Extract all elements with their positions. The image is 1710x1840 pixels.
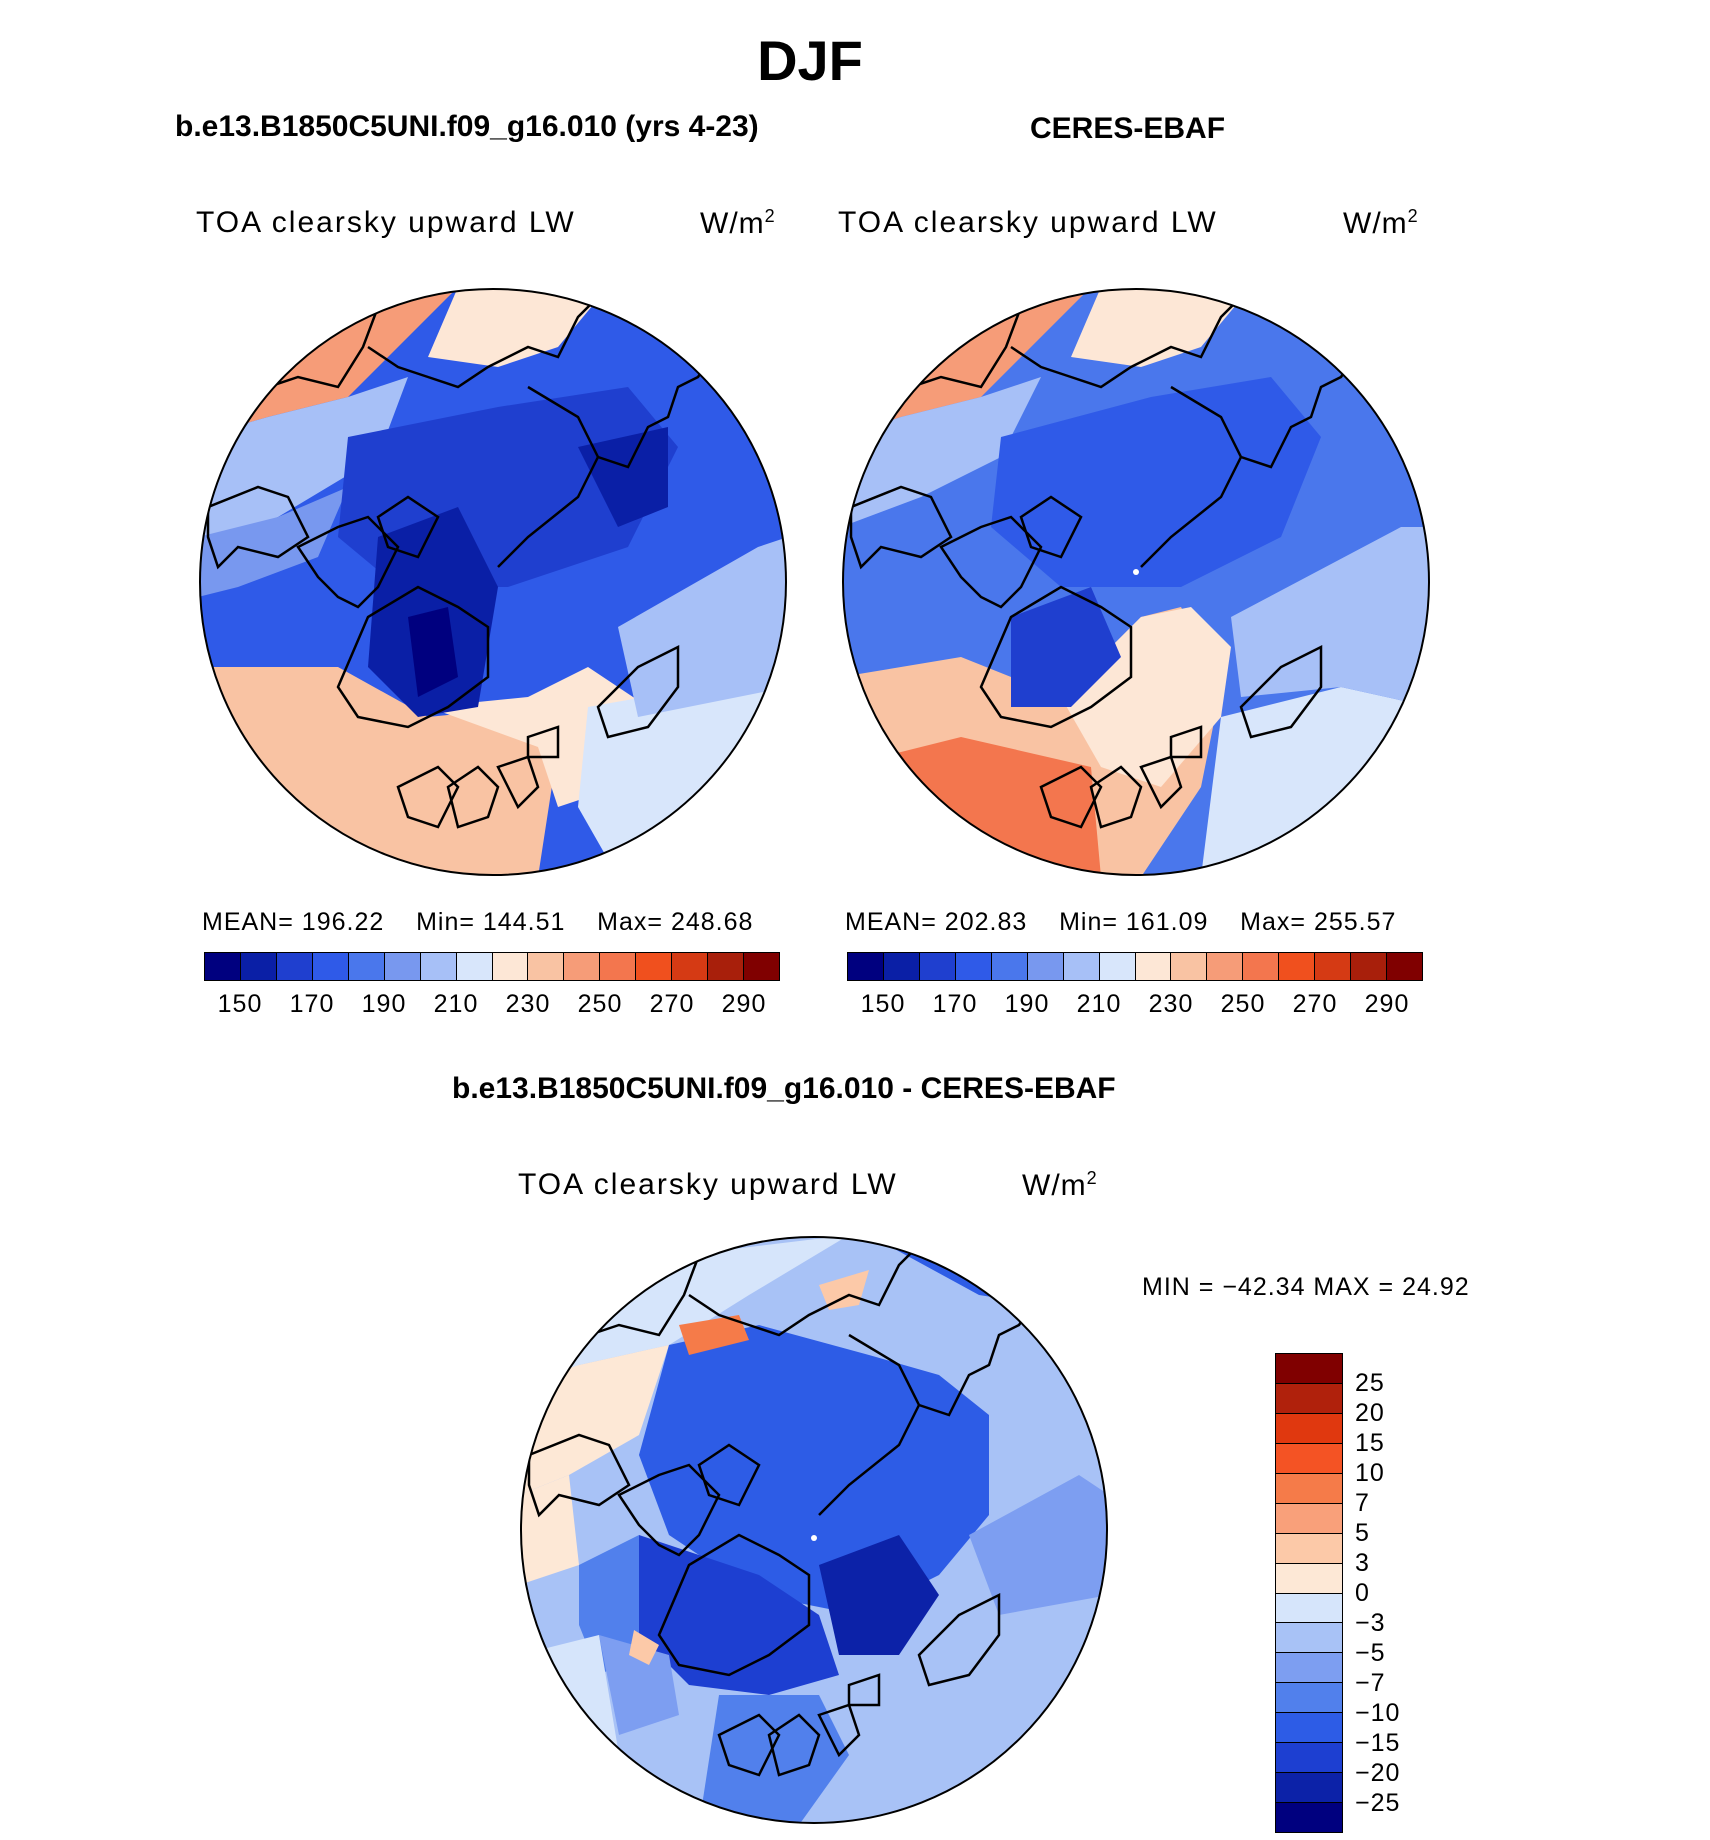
colorbar-swatch (1276, 1802, 1342, 1832)
colorbar-swatch (383, 953, 420, 980)
colorbar-tick-label: 25 (1355, 1369, 1385, 1397)
colorbar-swatch (743, 953, 779, 980)
colorbar-swatch (918, 953, 955, 980)
map-panel-2 (842, 288, 1430, 876)
colorbar-difference (1275, 1353, 1343, 1833)
colorbar-swatch (1276, 1742, 1342, 1773)
colorbar-tick-label: 210 (433, 990, 479, 1018)
colorbar-swatch (239, 953, 276, 980)
colorbar-swatch (1276, 1412, 1342, 1443)
colorbar-swatch (1134, 953, 1171, 980)
map-difference (520, 1236, 1108, 1824)
colorbar-tick-label: 15 (1355, 1429, 1385, 1457)
colorbar-swatch (1276, 1502, 1342, 1533)
colorbar-tick-label: −25 (1355, 1789, 1401, 1817)
colorbar-swatch (1170, 953, 1207, 980)
colorbar-swatch (707, 953, 744, 980)
panel-1-header: b.e13.B1850C5UNI.f09_g16.010 (yrs 4-23) (175, 110, 759, 143)
panel-1-stats: MEAN= 196.22 Min= 144.51 Max= 248.68 (202, 908, 754, 936)
colorbar-tick-label: −7 (1355, 1669, 1386, 1697)
colorbar-swatch (1206, 953, 1243, 980)
colorbar-swatch (275, 953, 312, 980)
colorbar-tick-label: 7 (1355, 1489, 1370, 1517)
colorbar-swatch (1278, 953, 1315, 980)
difference-minmax: MIN = −42.34 MAX = 24.92 (1142, 1273, 1470, 1301)
colorbar-swatch (1276, 1592, 1342, 1623)
colorbar-swatch (954, 953, 991, 980)
colorbar-tick-label: 250 (1220, 990, 1266, 1018)
colorbar-tick-label: 0 (1355, 1579, 1370, 1607)
colorbar-tick-label: 3 (1355, 1549, 1370, 1577)
colorbar-tick-label: −20 (1355, 1759, 1401, 1787)
difference-variable-label: TOA clearsky upward LW (518, 1168, 898, 1201)
colorbar-tick-label: 290 (1364, 990, 1410, 1018)
colorbar-swatch (599, 953, 636, 980)
panel-2-header: CERES-EBAF (1030, 112, 1226, 145)
colorbar-swatch (563, 953, 600, 980)
panel-2-variable-label: TOA clearsky upward LW (838, 206, 1218, 239)
colorbar-tick-label: 230 (1148, 990, 1194, 1018)
colorbar-tick-label: 170 (289, 990, 335, 1018)
colorbar-swatch (1276, 1532, 1342, 1563)
colorbar-swatch (1276, 1772, 1342, 1803)
colorbar-tick-label: 150 (217, 990, 263, 1018)
colorbar-swatch (205, 953, 240, 980)
colorbar-swatch (671, 953, 708, 980)
colorbar-tick-label: −15 (1355, 1729, 1401, 1757)
panel-2-stats: MEAN= 202.83 Min= 161.09 Max= 255.57 (845, 908, 1397, 936)
colorbar-swatch (1386, 953, 1422, 980)
colorbar-swatch (1062, 953, 1099, 980)
colorbar-swatch (419, 953, 456, 980)
colorbar-swatch (635, 953, 672, 980)
colorbar-tick-label: 5 (1355, 1519, 1370, 1547)
colorbar-swatch (491, 953, 528, 980)
colorbar-swatch (1276, 1682, 1342, 1713)
panel-1-variable-label: TOA clearsky upward LW (196, 206, 576, 239)
colorbar-swatch (1276, 1562, 1342, 1593)
colorbar-panel-2 (847, 952, 1423, 981)
colorbar-swatch (1276, 1622, 1342, 1653)
colorbar-tick-label: 190 (361, 990, 407, 1018)
colorbar-tick-label: −3 (1355, 1609, 1386, 1637)
colorbar-tick-label: 230 (505, 990, 551, 1018)
colorbar-tick-label: 290 (721, 990, 767, 1018)
colorbar-tick-label: −5 (1355, 1639, 1386, 1667)
colorbar-swatch (1276, 1652, 1342, 1683)
colorbar-swatch (311, 953, 348, 980)
colorbar-swatch (1098, 953, 1135, 980)
colorbar-swatch (990, 953, 1027, 980)
colorbar-swatch (1314, 953, 1351, 980)
colorbar-swatch (1026, 953, 1063, 980)
colorbar-panel-1 (204, 952, 780, 981)
difference-header: b.e13.B1850C5UNI.f09_g16.010 - CERES-EBA… (452, 1072, 1116, 1105)
map-panel-1 (199, 288, 787, 876)
colorbar-swatch (1276, 1472, 1342, 1503)
colorbar-swatch (1276, 1382, 1342, 1413)
colorbar-tick-label: 250 (577, 990, 623, 1018)
colorbar-swatch (1242, 953, 1279, 980)
colorbar-tick-label: 190 (1004, 990, 1050, 1018)
figure-title: DJF (757, 29, 863, 92)
panel-1-units: W/m2 (700, 206, 776, 240)
colorbar-tick-label: 170 (932, 990, 978, 1018)
colorbar-swatch (1350, 953, 1387, 980)
colorbar-swatch (848, 953, 883, 980)
colorbar-swatch (527, 953, 564, 980)
colorbar-tick-label: 270 (649, 990, 695, 1018)
difference-units: W/m2 (1022, 1168, 1098, 1202)
colorbar-tick-label: 150 (860, 990, 906, 1018)
colorbar-swatch (1276, 1354, 1342, 1383)
colorbar-swatch (882, 953, 919, 980)
colorbar-swatch (1276, 1712, 1342, 1743)
colorbar-tick-label: 210 (1076, 990, 1122, 1018)
colorbar-tick-label: 10 (1355, 1459, 1385, 1487)
colorbar-swatch (455, 953, 492, 980)
colorbar-tick-label: −10 (1355, 1699, 1401, 1727)
panel-2-units: W/m2 (1343, 206, 1419, 240)
colorbar-swatch (1276, 1442, 1342, 1473)
colorbar-swatch (347, 953, 384, 980)
colorbar-tick-label: 270 (1292, 990, 1338, 1018)
colorbar-tick-label: 20 (1355, 1399, 1385, 1427)
